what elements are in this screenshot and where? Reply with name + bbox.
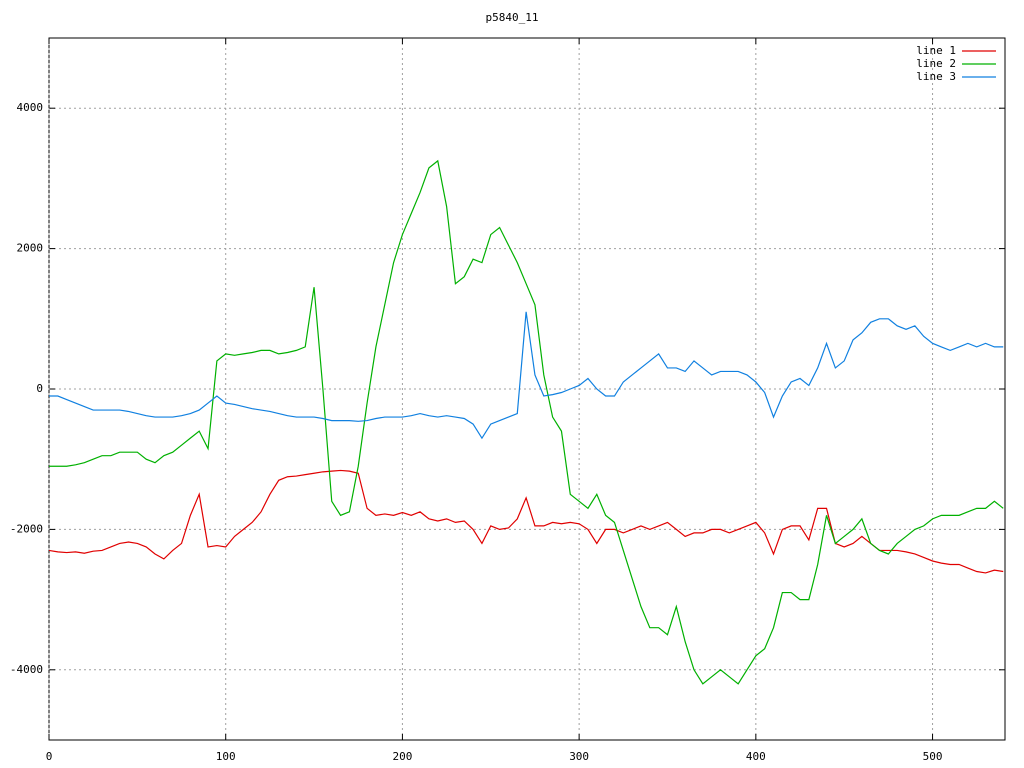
x-tick-label: 0 [46,750,53,763]
legend-label: line 2 [916,57,956,70]
data-line [49,159,1004,685]
y-tick-label: -4000 [10,663,43,676]
y-tick-label: 4000 [17,101,44,114]
y-tick-label: 0 [36,382,43,395]
chart-title: p5840_11 [486,11,539,24]
legend-label: line 3 [916,70,956,83]
plot-frame [48,37,1006,741]
x-tick-label: 200 [392,750,412,763]
x-tick-label: 400 [746,750,766,763]
legend-label: line 1 [916,44,956,57]
y-tick-label: 2000 [17,242,44,255]
data-line [48,469,1004,574]
x-tick-label: 300 [569,750,589,763]
x-tick-label: 100 [216,750,236,763]
x-tick-label: 500 [923,750,943,763]
y-tick-label: -2000 [10,522,43,535]
data-line [49,311,1004,440]
